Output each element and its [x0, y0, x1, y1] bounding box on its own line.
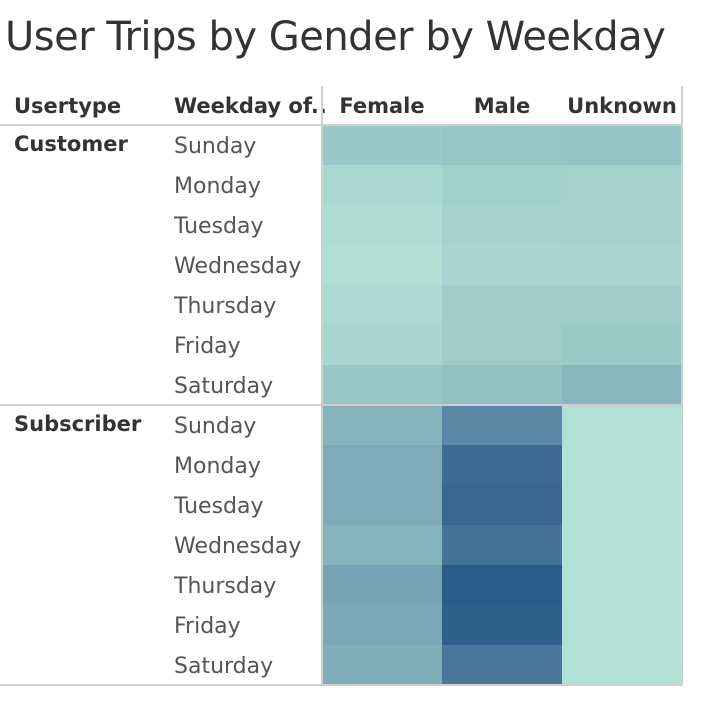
- weekday-label-subscriber-monday: Monday: [174, 454, 261, 479]
- weekday-label-subscriber-tuesday: Tuesday: [173, 494, 264, 519]
- heatmap-cell-subscriber-tuesday-male: [442, 485, 562, 525]
- heatmap-cell-customer-sunday-female: [322, 125, 442, 165]
- heatmap-cell-customer-friday-male: [442, 325, 562, 365]
- weekday-label-subscriber-thursday: Thursday: [173, 574, 276, 599]
- heatmap-cell-subscriber-saturday-female: [322, 645, 442, 685]
- heatmap-cell-customer-monday-female: [322, 165, 442, 205]
- row-header-usertype: Usertype: [14, 94, 121, 118]
- heatmap-cell-subscriber-tuesday-female: [322, 485, 442, 525]
- heatmap-cell-customer-thursday-female: [322, 285, 442, 325]
- heatmap-cell-subscriber-thursday-unknown: [562, 565, 682, 605]
- heatmap-cell-subscriber-sunday-female: [322, 405, 442, 445]
- weekday-label-customer-sunday: Sunday: [174, 134, 256, 159]
- heatmap-cell-subscriber-friday-male: [442, 605, 562, 645]
- heatmap-cell-subscriber-monday-male: [442, 445, 562, 485]
- column-header-unknown: Unknown: [567, 94, 677, 118]
- heatmap-cell-subscriber-sunday-unknown: [562, 405, 682, 445]
- heatmap-cell-subscriber-friday-female: [322, 605, 442, 645]
- heatmap-cell-customer-wednesday-male: [442, 245, 562, 285]
- heatmap-cell-subscriber-friday-unknown: [562, 605, 682, 645]
- heatmap-cell-customer-thursday-male: [442, 285, 562, 325]
- heatmap-cell-customer-friday-unknown: [562, 325, 682, 365]
- weekday-label-customer-thursday: Thursday: [173, 294, 276, 319]
- heatmap-cell-customer-wednesday-unknown: [562, 245, 682, 285]
- heatmap-cell-subscriber-monday-female: [322, 445, 442, 485]
- heatmap-cell-subscriber-monday-unknown: [562, 445, 682, 485]
- weekday-label-subscriber-sunday: Sunday: [174, 414, 256, 439]
- heatmap-cell-customer-tuesday-unknown: [562, 205, 682, 245]
- heatmap-cell-customer-sunday-male: [442, 125, 562, 165]
- heatmap-cell-customer-wednesday-female: [322, 245, 442, 285]
- heatmap-cell-customer-monday-unknown: [562, 165, 682, 205]
- weekday-label-subscriber-wednesday: Wednesday: [174, 534, 301, 559]
- heatmap-cell-subscriber-saturday-unknown: [562, 645, 682, 685]
- row-header-weekday: Weekday of..: [174, 94, 327, 118]
- group-label-subscriber: Subscriber: [14, 412, 142, 436]
- heatmap-cell-customer-saturday-female: [322, 365, 442, 405]
- heatmap-cell-subscriber-wednesday-male: [442, 525, 562, 565]
- weekday-label-customer-wednesday: Wednesday: [174, 254, 301, 279]
- heatmap-cell-subscriber-sunday-male: [442, 405, 562, 445]
- weekday-label-subscriber-friday: Friday: [174, 614, 241, 639]
- heatmap-cell-customer-tuesday-female: [322, 205, 442, 245]
- column-header-male: Male: [474, 94, 531, 118]
- heatmap-cell-subscriber-tuesday-unknown: [562, 485, 682, 525]
- heatmap-cell-subscriber-saturday-male: [442, 645, 562, 685]
- heatmap-cell-customer-monday-male: [442, 165, 562, 205]
- heatmap-cell-customer-saturday-unknown: [562, 365, 682, 405]
- column-header-female: Female: [339, 94, 424, 118]
- heatmap-cell-subscriber-thursday-female: [322, 565, 442, 605]
- weekday-label-customer-friday: Friday: [174, 334, 241, 359]
- weekday-label-customer-monday: Monday: [174, 174, 261, 199]
- heatmap-cell-customer-sunday-unknown: [562, 125, 682, 165]
- heatmap-cell-customer-thursday-unknown: [562, 285, 682, 325]
- heatmap-cell-customer-tuesday-male: [442, 205, 562, 245]
- weekday-label-subscriber-saturday: Saturday: [174, 654, 273, 679]
- heatmap-cell-customer-saturday-male: [442, 365, 562, 405]
- weekday-label-customer-saturday: Saturday: [174, 374, 273, 399]
- heatmap-cell-customer-friday-female: [322, 325, 442, 365]
- group-label-customer: Customer: [14, 132, 128, 156]
- heatmap-cell-subscriber-wednesday-unknown: [562, 525, 682, 565]
- chart-title: User Trips by Gender by Weekday: [5, 14, 666, 60]
- weekday-label-customer-tuesday: Tuesday: [173, 214, 264, 239]
- heatmap-cell-subscriber-wednesday-female: [322, 525, 442, 565]
- heatmap-cell-subscriber-thursday-male: [442, 565, 562, 605]
